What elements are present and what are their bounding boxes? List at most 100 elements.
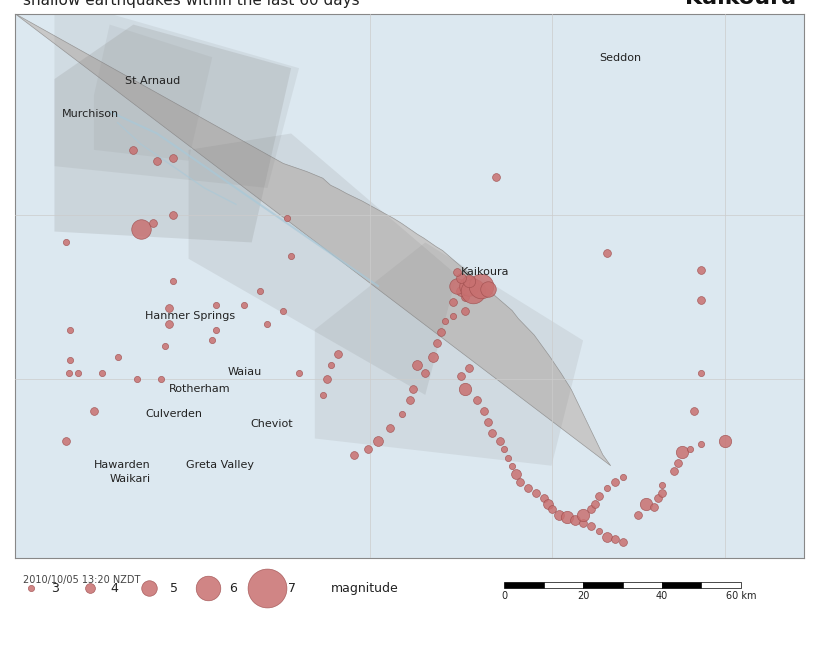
Point [383,422,396,433]
Point [158,341,171,351]
Text: shallow earthquakes within the last 60 days: shallow earthquakes within the last 60 d… [23,0,360,8]
Point [695,294,708,305]
Point [64,354,77,365]
Point [478,406,491,416]
Bar [505,581,544,588]
Text: Culverden: Culverden [145,409,202,418]
Point [458,292,471,302]
Text: 4: 4 [111,581,118,595]
Polygon shape [314,242,583,466]
Text: magnitude: magnitude [331,581,398,595]
Bar [544,581,583,588]
Point [210,300,223,310]
Point [362,444,375,455]
Point [253,286,266,297]
Point [545,504,558,515]
Point [537,493,550,504]
Point [64,324,77,335]
Point [143,583,156,593]
Point [435,327,448,337]
Point [577,517,590,528]
Bar [583,581,622,588]
Point [134,224,147,234]
Point [514,477,527,487]
Point [592,490,605,501]
Point [608,534,621,544]
Point [261,319,274,329]
Point [568,515,581,525]
Point [411,360,424,370]
Point [332,348,345,359]
Point [407,384,420,395]
Point [695,439,708,449]
Point [111,352,124,362]
Point [324,360,337,370]
Point [60,436,73,447]
Point [608,477,621,487]
Text: 40: 40 [656,591,668,601]
Point [261,583,274,593]
Point [455,370,468,381]
Polygon shape [54,24,291,242]
Point [284,251,297,261]
Point [458,305,471,315]
Point [446,297,459,308]
Point [588,498,601,509]
Point [522,482,535,493]
Polygon shape [188,133,457,395]
Point [438,316,451,327]
Text: St Arnaud: St Arnaud [125,77,181,86]
Point [482,417,495,428]
Text: 60 km: 60 km [726,591,756,601]
Point [553,510,566,520]
Point [60,237,73,248]
Point [600,531,613,542]
Point [395,409,408,419]
Bar [622,581,662,588]
Point [162,302,175,313]
Point [501,452,514,463]
Point [561,512,574,523]
Point [505,461,518,471]
Text: Rotherham: Rotherham [169,384,230,394]
Point [695,368,708,378]
Point [462,280,475,291]
Point [155,374,168,384]
Bar [701,581,741,588]
Text: Cheviot: Cheviot [250,419,292,430]
Point [585,504,598,515]
Point [206,335,219,346]
Point [427,352,440,362]
Point [316,389,329,400]
Text: 2010/10/05 13:20 NZDT: 2010/10/05 13:20 NZDT [23,575,140,585]
Polygon shape [54,14,299,188]
Point [71,368,84,378]
Text: 3: 3 [52,581,59,595]
Point [486,428,499,438]
Point [458,384,471,395]
Text: Hawarden: Hawarden [94,460,151,471]
Point [62,368,75,378]
Text: Seddon: Seddon [599,53,641,63]
Point [687,406,700,416]
Point [462,362,475,373]
Point [455,273,468,283]
Point [541,498,554,509]
Point [509,469,523,479]
Point [466,286,479,297]
Text: 5: 5 [170,581,178,595]
Text: Murchison: Murchison [62,109,120,119]
Point [648,502,661,512]
Point [672,458,685,469]
Point [498,444,511,455]
Point [616,471,629,482]
Point [577,510,590,520]
Text: Kaikoura: Kaikoura [685,0,796,8]
Point [201,583,215,593]
Text: Kaikoura: Kaikoura [461,267,509,277]
Point [470,395,483,406]
Point [490,172,503,182]
Point [450,267,464,278]
Point [84,583,97,593]
Point [166,210,179,220]
